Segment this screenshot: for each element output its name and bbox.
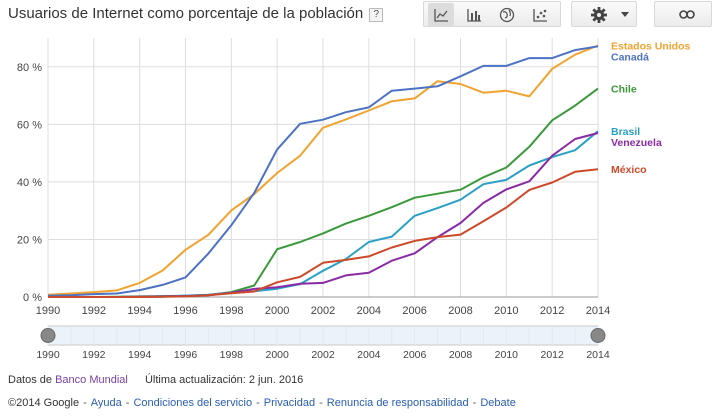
- map-button[interactable]: [494, 3, 520, 27]
- range-tick-label: 2014: [586, 349, 610, 361]
- x-tick-label: 2002: [311, 305, 335, 317]
- series-line: [48, 168, 599, 298]
- scatter-chart-button[interactable]: [527, 3, 553, 27]
- y-tick-label: 0 %: [23, 292, 42, 304]
- x-tick-label: 2012: [540, 305, 564, 317]
- x-tick-label: 2008: [448, 305, 472, 317]
- grid: [47, 38, 599, 298]
- range-handle: [40, 328, 56, 343]
- range-tick-label: 2004: [357, 349, 381, 361]
- source-prefix: Datos de: [8, 374, 53, 386]
- y-tick-label: 60 %: [17, 119, 42, 131]
- privacy-link[interactable]: Privacidad: [263, 397, 316, 409]
- help-button[interactable]: ?: [369, 8, 384, 22]
- range-tick-label: 2000: [265, 349, 289, 361]
- terms-link[interactable]: Condiciones del servicio: [133, 397, 253, 409]
- discussion-link[interactable]: Debate: [480, 397, 516, 409]
- x-axis-labels: 1990 1992 1994 1996 1998 2000 2002 2004 2006 2008…: [36, 305, 610, 317]
- link-icon: [679, 10, 695, 19]
- time-range-slider[interactable]: 1990 1992 1994 1996 1998 2000 2002 2004 2006 2008…: [36, 325, 610, 361]
- chart: 0 % 20 % 40 % 60 % 80 % 1990 1992 1994 1996 1998…: [17, 38, 691, 361]
- footer-links: ©2014 Google - Ayuda - Condiciones del servi…: [8, 397, 516, 409]
- line-chart-button[interactable]: [428, 3, 454, 27]
- x-tick-label: 1998: [219, 305, 243, 317]
- gear-icon: [591, 7, 607, 23]
- copyright: ©2014 Google: [8, 397, 80, 409]
- range-handle: [590, 328, 606, 343]
- globe-icon: [499, 7, 515, 23]
- legend-label: Chile: [611, 84, 637, 96]
- x-tick-label: 2004: [357, 305, 381, 317]
- bar-chart-icon: [467, 9, 481, 22]
- range-tick-label: 2012: [540, 349, 564, 361]
- disclaimer-link[interactable]: Renuncia de responsabilidad: [326, 397, 469, 409]
- line-chart-icon: [434, 9, 448, 22]
- x-tick-label: 1996: [173, 305, 197, 317]
- y-tick-label: 80 %: [17, 62, 42, 74]
- range-tick-label: 1996: [174, 349, 198, 361]
- x-tick-label: 2014: [586, 305, 610, 317]
- legend-label: Brasil: [611, 126, 640, 138]
- range-tick-label: 1990: [36, 349, 60, 361]
- range-tick-label: 1998: [220, 349, 244, 361]
- range-tick-label: 2010: [495, 349, 519, 361]
- series-line: [47, 44, 599, 296]
- y-tick-label: 40 %: [17, 177, 42, 189]
- x-tick-label: 1994: [127, 305, 151, 317]
- settings-button[interactable]: [571, 1, 637, 27]
- x-tick-label: 1990: [36, 305, 60, 317]
- range-tick-label: 2002: [311, 349, 335, 361]
- chart-title: Usuarios de Internet como porcentaje de …: [8, 5, 384, 22]
- scatter-chart-icon: [533, 9, 547, 22]
- series-lines: [47, 44, 599, 298]
- data-source: Datos de Banco Mundial Última actualizac…: [8, 374, 303, 386]
- range-tick-label: 1992: [82, 349, 106, 361]
- chevron-down-icon: [621, 12, 629, 17]
- x-tick-label: 1992: [82, 305, 106, 317]
- legend-label: Canadá: [611, 51, 649, 63]
- bar-chart-button[interactable]: [461, 3, 487, 27]
- range-tick-label: 1994: [128, 349, 152, 361]
- source-link[interactable]: Banco Mundial: [55, 374, 128, 386]
- series-line: [47, 45, 599, 297]
- x-tick-label: 2000: [265, 305, 289, 317]
- range-tick-label: 2006: [403, 349, 427, 361]
- help-link[interactable]: Ayuda: [90, 397, 122, 409]
- range-tick-label: 2008: [449, 349, 473, 361]
- legend-label: Estados Unidos: [611, 40, 691, 52]
- y-axis-labels: 0 % 20 % 40 % 60 % 80 %: [17, 62, 42, 304]
- legend-label: México: [611, 164, 647, 176]
- x-tick-label: 2006: [402, 305, 426, 317]
- chart-type-toolbar: [423, 1, 561, 27]
- last-updated: Última actualización: 2 jun. 2016: [144, 374, 304, 386]
- x-tick-label: 2010: [494, 305, 518, 317]
- y-tick-label: 20 %: [17, 234, 42, 246]
- chart-title-text: Usuarios de Internet como porcentaje de …: [8, 5, 364, 22]
- legend-label: Venezuela: [611, 137, 662, 149]
